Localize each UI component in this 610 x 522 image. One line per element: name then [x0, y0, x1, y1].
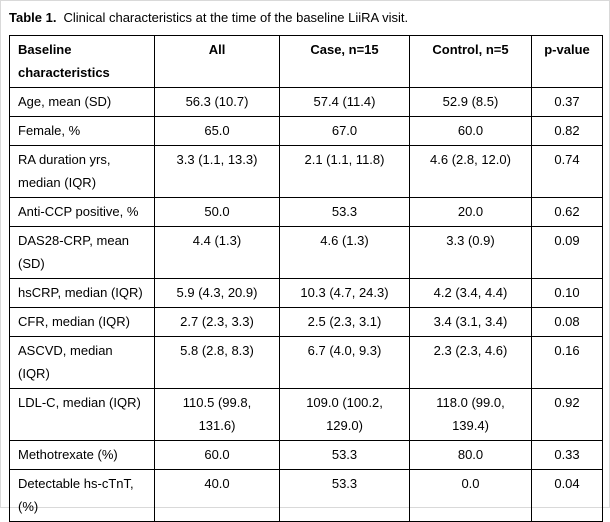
- value-cell: 5.9 (4.3, 20.9): [154, 278, 280, 308]
- value-cell: 56.3 (10.7): [154, 87, 280, 117]
- table-row: CFR, median (IQR) 2.7 (2.3, 3.3) 2.5 (2.3,…: [9, 307, 603, 337]
- value-cell: 4.6 (2.8, 12.0): [409, 145, 532, 198]
- table-row: Methotrexate (%) 60.0 53.3 80.0 0.33: [9, 440, 603, 470]
- table-row: Anti-CCP positive, % 50.0 53.3 20.0 0.62: [9, 197, 603, 227]
- header-case: Case, n=15: [279, 35, 410, 88]
- value-cell: 60.0: [409, 116, 532, 146]
- table-header-row: Baseline characteristics All Case, n=15 …: [9, 35, 603, 88]
- value-cell: 57.4 (11.4): [279, 87, 410, 117]
- value-cell: 10.3 (4.7, 24.3): [279, 278, 410, 308]
- value-cell: 0.92: [531, 388, 603, 441]
- row-label-cell: Detectable hs-cTnT, (%): [9, 469, 155, 522]
- value-cell: 53.3: [279, 197, 410, 227]
- value-cell: 40.0: [154, 469, 280, 522]
- value-cell: 0.04: [531, 469, 603, 522]
- header-p-value: p-value: [531, 35, 603, 88]
- value-cell: 2.5 (2.3, 3.1): [279, 307, 410, 337]
- table-row: DAS28-CRP, mean (SD) 4.4 (1.3) 4.6 (1.3) 3.…: [9, 226, 603, 279]
- value-cell: 4.2 (3.4, 4.4): [409, 278, 532, 308]
- value-cell: 20.0: [409, 197, 532, 227]
- value-cell: 0.37: [531, 87, 603, 117]
- value-cell: 110.5 (99.8, 131.6): [154, 388, 280, 441]
- value-cell: 80.0: [409, 440, 532, 470]
- row-label-cell: Age, mean (SD): [9, 87, 155, 117]
- table-row: RA duration yrs, median (IQR) 3.3 (1.1, 1…: [9, 145, 603, 198]
- row-label-cell: Anti-CCP positive, %: [9, 197, 155, 227]
- value-cell: 0.08: [531, 307, 603, 337]
- table-caption-label: Table 1.: [9, 10, 57, 25]
- value-cell: 4.6 (1.3): [279, 226, 410, 279]
- value-cell: 0.74: [531, 145, 603, 198]
- value-cell: 0.16: [531, 336, 603, 389]
- value-cell: 2.3 (2.3, 4.6): [409, 336, 532, 389]
- value-cell: 6.7 (4.0, 9.3): [279, 336, 410, 389]
- value-cell: 109.0 (100.2, 129.0): [279, 388, 410, 441]
- table-row: hsCRP, median (IQR) 5.9 (4.3, 20.9) 10.3 (…: [9, 278, 603, 308]
- value-cell: 0.09: [531, 226, 603, 279]
- value-cell: 52.9 (8.5): [409, 87, 532, 117]
- table-row: LDL-C, median (IQR) 110.5 (99.8, 131.6) 10…: [9, 388, 603, 441]
- row-label-cell: ASCVD, median (IQR): [9, 336, 155, 389]
- value-cell: 0.82: [531, 116, 603, 146]
- value-cell: 2.1 (1.1, 11.8): [279, 145, 410, 198]
- value-cell: 2.7 (2.3, 3.3): [154, 307, 280, 337]
- row-label-cell: CFR, median (IQR): [9, 307, 155, 337]
- value-cell: 3.4 (3.1, 3.4): [409, 307, 532, 337]
- row-label-cell: hsCRP, median (IQR): [9, 278, 155, 308]
- value-cell: 3.3 (1.1, 13.3): [154, 145, 280, 198]
- value-cell: 0.33: [531, 440, 603, 470]
- value-cell: 60.0: [154, 440, 280, 470]
- table-caption-text: Clinical characteristics at the time of …: [63, 10, 409, 25]
- header-baseline-characteristics: Baseline characteristics: [9, 35, 155, 88]
- table-row: Detectable hs-cTnT, (%) 40.0 53.3 0.0 0.04: [9, 469, 603, 522]
- header-control: Control, n=5: [409, 35, 532, 88]
- table-caption: Table 1. Clinical characteristics at the …: [9, 9, 601, 26]
- row-label-cell: LDL-C, median (IQR): [9, 388, 155, 441]
- row-label-cell: RA duration yrs, median (IQR): [9, 145, 155, 198]
- value-cell: 4.4 (1.3): [154, 226, 280, 279]
- value-cell: 0.62: [531, 197, 603, 227]
- value-cell: 50.0: [154, 197, 280, 227]
- table-row: Female, % 65.0 67.0 60.0 0.82: [9, 116, 603, 146]
- row-label-cell: DAS28-CRP, mean (SD): [9, 226, 155, 279]
- table-row: Age, mean (SD) 56.3 (10.7) 57.4 (11.4) 52.9…: [9, 87, 603, 117]
- row-label-cell: Methotrexate (%): [9, 440, 155, 470]
- value-cell: 67.0: [279, 116, 410, 146]
- value-cell: 0.0: [409, 469, 532, 522]
- value-cell: 53.3: [279, 469, 410, 522]
- clinical-characteristics-table: Baseline characteristics All Case, n=15 …: [9, 35, 603, 522]
- value-cell: 5.8 (2.8, 8.3): [154, 336, 280, 389]
- value-cell: 118.0 (99.0, 139.4): [409, 388, 532, 441]
- header-all: All: [154, 35, 280, 88]
- table-row: ASCVD, median (IQR) 5.8 (2.8, 8.3) 6.7 (4.…: [9, 336, 603, 389]
- value-cell: 53.3: [279, 440, 410, 470]
- value-cell: 0.10: [531, 278, 603, 308]
- value-cell: 3.3 (0.9): [409, 226, 532, 279]
- row-label-cell: Female, %: [9, 116, 155, 146]
- value-cell: 65.0: [154, 116, 280, 146]
